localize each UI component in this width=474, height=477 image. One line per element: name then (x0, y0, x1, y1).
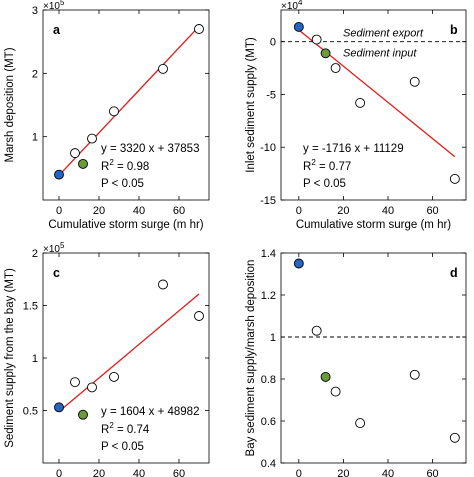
x-tick-label: 60 (426, 205, 438, 217)
regression-equation: y = 1604 x + 48982 (101, 406, 199, 418)
y-axis-label: Bay sediment supply/marsh deposition (245, 260, 257, 457)
p-value: P < 0.05 (101, 441, 144, 453)
x-axis-label: Cumulative storm surge (m hr) (296, 219, 451, 231)
x-tick-label: 40 (133, 205, 145, 217)
r-squared: R2 = 0.77 (303, 158, 351, 173)
data-point (109, 371, 119, 382)
regression-equation: y = -1716 x + 11129 (303, 143, 404, 155)
y-tick-label: 2 (32, 68, 38, 80)
panel-b: 0 20 40 60 -15 -10 -5 0 Cumulative storm surge (… (245, 0, 467, 231)
x-tick-label: 60 (173, 468, 185, 477)
regression-line (58, 26, 200, 176)
panel-letter: d (450, 266, 458, 280)
plot-frame (280, 252, 467, 464)
data-point (78, 158, 88, 169)
regression-line (58, 293, 200, 413)
x-tick-label: 20 (93, 205, 105, 217)
r-squared: R2 = 0.98 (101, 158, 149, 173)
data-point (293, 258, 304, 269)
r-squared: R2 = 0.74 (101, 421, 150, 436)
y-tick-label: 1 (270, 332, 276, 344)
x-tick-label: 60 (173, 205, 185, 217)
data-point (70, 148, 80, 159)
x-tick-label: 40 (382, 205, 394, 217)
x-tick-label: 20 (337, 205, 349, 217)
x-tick-label: 0 (56, 205, 62, 217)
data-point (158, 279, 168, 290)
data-point (87, 133, 97, 144)
data-point (158, 63, 168, 74)
data-point (355, 418, 366, 429)
data-point (409, 369, 420, 380)
data-point (109, 106, 119, 117)
y-multiplier: ×105 (43, 241, 65, 255)
data-point (87, 382, 97, 393)
y-tick-label: 1 (32, 132, 38, 144)
y-multiplier: ×104 (281, 0, 303, 12)
x-tick-label: 20 (93, 468, 105, 477)
data-point (330, 63, 341, 74)
panel-letter: b (450, 23, 458, 37)
p-value: P < 0.05 (101, 178, 144, 190)
x-tick-label: 60 (426, 468, 438, 477)
y-tick-label: -5 (266, 89, 276, 101)
y-tick-label: -10 (260, 142, 276, 154)
data-point (311, 34, 322, 45)
data-point (311, 325, 322, 336)
data-point (194, 311, 204, 321)
panel-a: 0 20 40 60 1 2 3 Cumulative storm surge (m hr) M… (4, 0, 210, 231)
data-point (330, 386, 341, 397)
x-tick-label: 20 (337, 468, 349, 477)
y-multiplier: ×105 (43, 0, 65, 12)
y-axis-label: Sediment supply from the bay (MT) (4, 268, 16, 448)
data-point (54, 169, 64, 180)
y-axis-label: Inlet sediment supply (MT) (245, 37, 257, 173)
y-tick-label: 1.2 (261, 290, 276, 302)
x-tick-label: 40 (382, 468, 394, 477)
x-tick-label: 0 (296, 205, 302, 217)
data-point (320, 48, 331, 59)
plot-frame (280, 9, 467, 201)
y-tick-label: 0 (270, 37, 276, 49)
y-tick-label: 1.4 (261, 248, 276, 260)
data-point (355, 97, 366, 108)
data-point (449, 173, 460, 184)
data-point (293, 21, 304, 32)
y-tick-label: -15 (260, 195, 276, 207)
data-point (320, 371, 331, 382)
p-value: P < 0.05 (303, 178, 346, 190)
y-axis-label: Marsh deposition (MT) (4, 47, 16, 162)
data-point (78, 409, 88, 420)
data-point (409, 76, 420, 87)
regression-equation: y = 3320 x + 37853 (101, 143, 199, 155)
y-tick-label: 3 (32, 5, 38, 17)
data-point (194, 24, 204, 34)
data-point (54, 402, 64, 413)
y-tick-label: 0.5 (23, 406, 38, 418)
data-point (449, 432, 460, 443)
panel-letter: c (53, 266, 60, 280)
x-tick-label: 0 (56, 468, 62, 477)
data-point (70, 377, 80, 388)
x-tick-label: 0 (296, 468, 302, 477)
label-sediment-export: Sediment export (343, 28, 424, 40)
y-tick-label: 2 (32, 248, 38, 260)
y-tick-label: 0.8 (261, 374, 276, 386)
y-tick-label: 0.6 (261, 416, 276, 428)
x-tick-label: 40 (133, 468, 145, 477)
y-tick-label: 1 (32, 353, 38, 365)
label-sediment-input: Sediment input (343, 48, 417, 60)
y-tick-label: 0.4 (261, 458, 276, 470)
x-axis-label: Cumulative storm surge (m hr) (48, 219, 203, 231)
panel-letter: a (53, 23, 61, 37)
plot-frame (42, 9, 210, 201)
y-tick-label: 1.5 (23, 301, 38, 313)
